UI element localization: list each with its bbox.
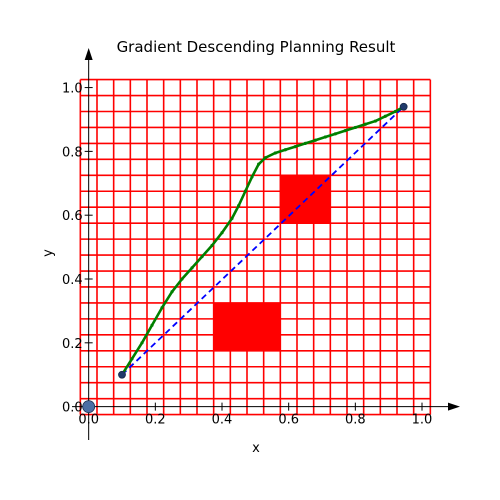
path-point <box>220 231 224 235</box>
y-tick-label: 0.0 <box>62 401 83 416</box>
goal-point <box>399 102 408 111</box>
path-point <box>243 189 247 193</box>
path-point <box>373 119 377 123</box>
path-point <box>150 323 154 327</box>
path-point <box>200 255 204 259</box>
path-point <box>263 156 267 160</box>
x-tick-label: 0.0 <box>78 413 99 428</box>
path-point <box>353 125 357 130</box>
path-point <box>190 266 194 270</box>
path-point <box>343 129 347 133</box>
y-axis-label: y <box>41 249 56 257</box>
y-tick-label: 0.6 <box>62 209 83 224</box>
y-tick-label: 0.8 <box>62 145 83 160</box>
origin-point <box>82 400 96 414</box>
x-axis-label: x <box>252 441 260 456</box>
path-point <box>293 144 297 149</box>
y-tick-label: 0.4 <box>62 273 83 288</box>
path-point <box>363 122 367 126</box>
path-point <box>283 148 287 152</box>
ticks: 0.0 0.2 0.4 0.6 0.8 1.0 0.0 0.2 0.4 0.6 0.8 1.0 <box>62 82 432 428</box>
straight-line-path <box>121 106 405 376</box>
path-point <box>180 277 184 281</box>
path-point <box>333 132 337 136</box>
path-point <box>130 357 134 361</box>
path-point <box>273 151 277 155</box>
path-point <box>393 109 397 114</box>
path-point <box>257 162 261 166</box>
path-point <box>383 114 387 118</box>
path-point <box>140 341 144 345</box>
x-axis-arrow <box>448 402 460 411</box>
x-tick-label: 1.0 <box>412 413 433 428</box>
path-point <box>160 306 164 310</box>
y-tick-label: 1.0 <box>62 82 83 97</box>
cell-grid <box>79 78 432 416</box>
y-axis-arrow <box>84 48 93 60</box>
obstacle-layer <box>213 175 331 351</box>
axes <box>72 48 460 440</box>
path-point <box>250 175 254 179</box>
path-point <box>230 216 234 220</box>
path-point <box>323 135 327 139</box>
y-tick-label: 0.2 <box>62 337 83 352</box>
path-point <box>237 204 241 208</box>
chart-title: Gradient Descending Planning Result <box>117 38 396 56</box>
path-point <box>313 138 317 142</box>
points-layer <box>82 102 408 414</box>
x-tick-label: 0.6 <box>278 413 299 428</box>
path-point <box>210 243 214 248</box>
x-tick-label: 0.4 <box>212 413 233 428</box>
x-tick-label: 0.8 <box>345 413 366 428</box>
path-point <box>303 141 307 146</box>
start-point <box>118 370 126 379</box>
path-point <box>170 290 174 294</box>
x-tick-label: 0.2 <box>145 413 166 428</box>
